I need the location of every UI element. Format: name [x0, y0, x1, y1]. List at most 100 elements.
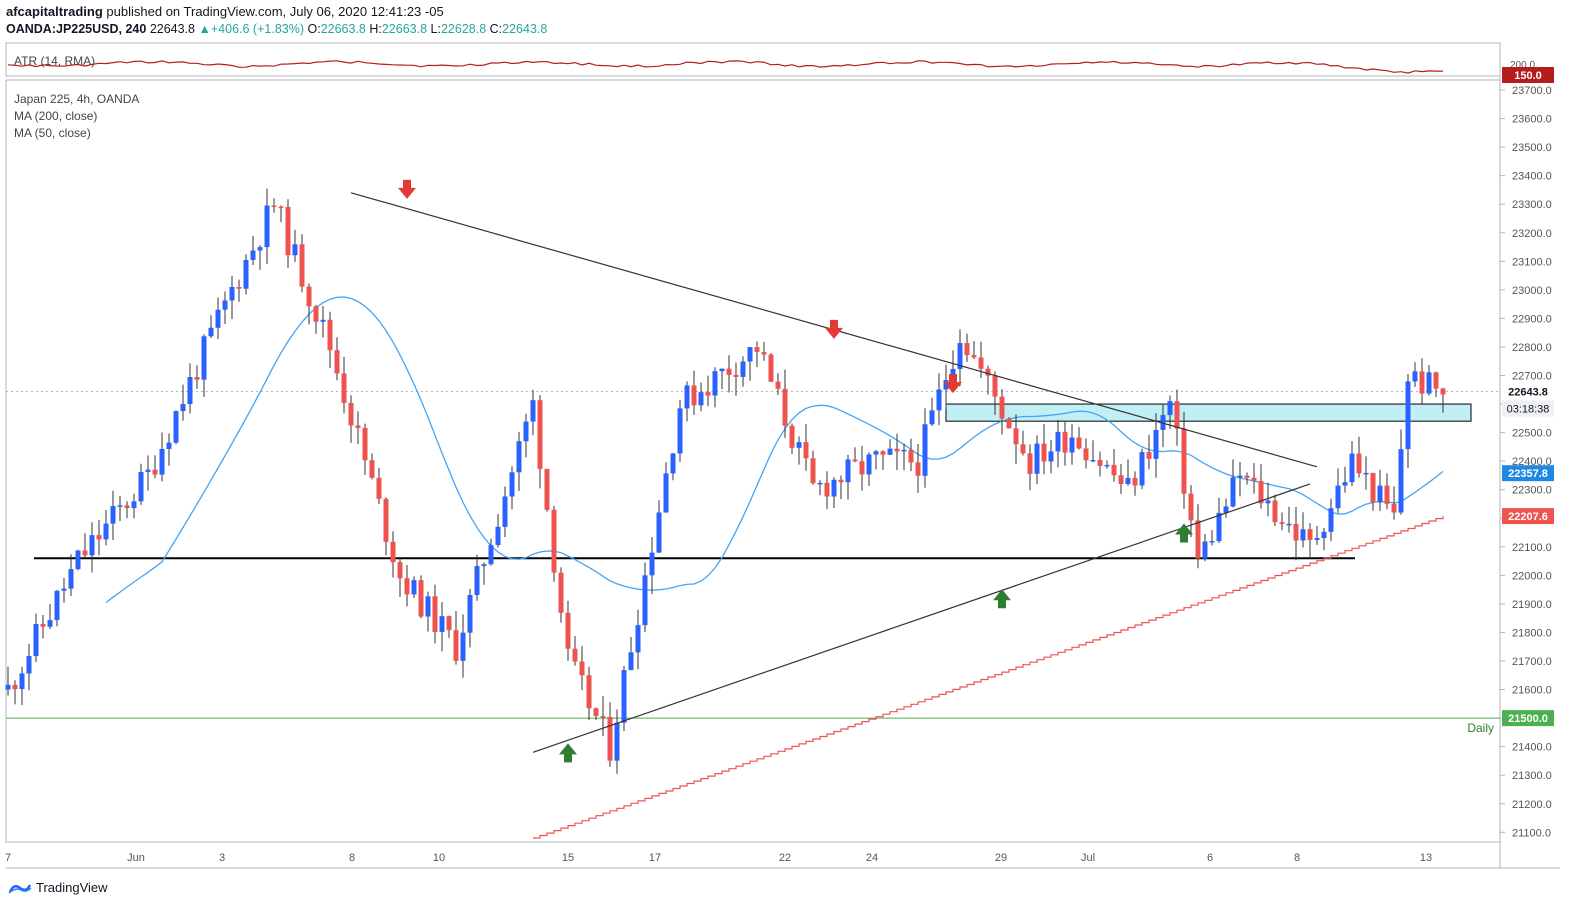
- bull-candle: [684, 385, 690, 409]
- x-tick-label: 24: [866, 852, 878, 864]
- bear-candle: [1244, 475, 1250, 478]
- x-tick-label: 13: [1420, 852, 1432, 864]
- bear-candle: [537, 400, 543, 469]
- legend-ma50: MA (50, close): [14, 126, 91, 140]
- bear-candle: [1181, 428, 1187, 494]
- ma50-price-label: 22357.8: [1508, 468, 1548, 480]
- y-tick-label: 22000.0: [1512, 570, 1552, 582]
- bear-candle: [551, 509, 557, 573]
- bear-candle: [1013, 428, 1019, 445]
- bear-candle: [999, 396, 1005, 419]
- y-tick-label: 23000.0: [1512, 285, 1552, 297]
- main-pane-frame: [5, 79, 1501, 843]
- bull-candle: [250, 250, 256, 260]
- bull-candle: [747, 347, 753, 362]
- author-name[interactable]: afcapitaltrading: [6, 4, 103, 19]
- bear-candle: [397, 562, 403, 579]
- y-tick-label: 23600.0: [1512, 114, 1552, 126]
- bull-candle: [1139, 452, 1145, 486]
- bull-candle: [509, 472, 515, 497]
- bull-candle: [257, 247, 263, 251]
- arrow-down-icon: [398, 179, 416, 199]
- bear-candle: [1118, 475, 1124, 484]
- atr-legend: ATR (14, RMA): [14, 54, 96, 68]
- bear-candle: [1027, 453, 1033, 474]
- legend-symbol: Japan 225, 4h, OANDA: [14, 92, 140, 106]
- bull-candle: [1363, 472, 1369, 475]
- chart-legend: Japan 225, 4h, OANDA MA (200, close) MA …: [14, 91, 139, 142]
- bull-candle: [89, 535, 95, 556]
- publish-header: afcapitaltrading published on TradingVie…: [6, 4, 444, 19]
- bull-candle: [1125, 477, 1131, 484]
- trendlines[interactable]: [350, 192, 1318, 753]
- bear-candle: [1188, 493, 1194, 521]
- open-value: 22663.8: [320, 22, 366, 36]
- bear-candle: [600, 716, 606, 718]
- bear-candle: [1433, 372, 1439, 389]
- bear-candle: [1020, 444, 1026, 454]
- bull-candle: [614, 722, 620, 761]
- bull-candle: [635, 625, 641, 653]
- bull-candle: [264, 205, 270, 248]
- atr-path: [7, 60, 1443, 74]
- bull-candle: [481, 564, 487, 567]
- last-price-label-bg: [1502, 383, 1554, 400]
- bear-candle: [1258, 480, 1264, 504]
- y-tick-label: 21700.0: [1512, 656, 1552, 668]
- bear-candle: [1370, 472, 1376, 503]
- bear-candle: [124, 505, 130, 509]
- arrow-up-icon: [993, 589, 1011, 609]
- x-tick-label: 8: [1294, 852, 1300, 864]
- signal-arrows: [398, 179, 1193, 763]
- bear-candle: [1384, 485, 1390, 504]
- bull-candle: [866, 454, 872, 475]
- bull-candle: [1426, 372, 1432, 394]
- bull-candle: [663, 473, 669, 513]
- bull-candle: [649, 552, 655, 576]
- bear-candle: [754, 347, 760, 352]
- countdown-label: 03:18:38: [1507, 404, 1550, 416]
- arrow-down-icon: [825, 319, 843, 339]
- bear-candle: [838, 479, 844, 483]
- low-label: L:: [430, 22, 441, 36]
- y-tick-label: 21600.0: [1512, 685, 1552, 697]
- bear-candle: [593, 708, 599, 717]
- high-label: H:: [369, 22, 382, 36]
- bull-candle: [523, 421, 529, 442]
- bull-candle: [292, 244, 298, 256]
- x-tick-label: 6: [1207, 852, 1213, 864]
- bear-candle: [1272, 500, 1278, 523]
- symbol-header: OANDA:JP225USD, 240 22643.8 ▲+406.6 (+1.…: [6, 22, 547, 36]
- bull-candle: [131, 501, 137, 509]
- bear-candle: [334, 350, 340, 374]
- bear-candle: [789, 425, 795, 448]
- bull-candle: [54, 590, 60, 621]
- daily-price-label: 21500.0: [1508, 713, 1548, 725]
- bear-candle: [271, 205, 277, 208]
- time-axis[interactable]: 7 Jun 3 8 10 15 17 22 24 29 Jul 6 8 13: [5, 852, 1432, 864]
- bear-candle: [824, 482, 830, 497]
- atr-value-label-bg: [1502, 67, 1554, 83]
- y-tick-label: 21400.0: [1512, 742, 1552, 754]
- ma200-path: [533, 516, 1444, 839]
- bull-candle: [145, 469, 151, 472]
- bull-candle: [488, 545, 494, 565]
- candles: [5, 188, 1446, 774]
- y-tick-label: 23100.0: [1512, 256, 1552, 268]
- bull-candle: [943, 380, 949, 390]
- price-axis[interactable]: 21100.0 21200.0 21300.0 21400.0 21500.0 21600…: [1500, 85, 1552, 839]
- bull-candle: [19, 673, 25, 690]
- bear-candle: [12, 684, 18, 690]
- bull-candle: [61, 588, 67, 591]
- bear-candle: [768, 354, 774, 382]
- x-tick-label: 29: [995, 852, 1007, 864]
- bull-candle: [1328, 508, 1334, 532]
- bear-candle: [446, 616, 452, 631]
- bear-candle: [1041, 443, 1047, 462]
- bull-candle: [530, 400, 536, 422]
- bear-candle: [775, 381, 781, 389]
- bear-candle: [418, 580, 424, 617]
- bull-candle: [166, 442, 172, 449]
- footer-brand[interactable]: TradingView: [8, 880, 108, 895]
